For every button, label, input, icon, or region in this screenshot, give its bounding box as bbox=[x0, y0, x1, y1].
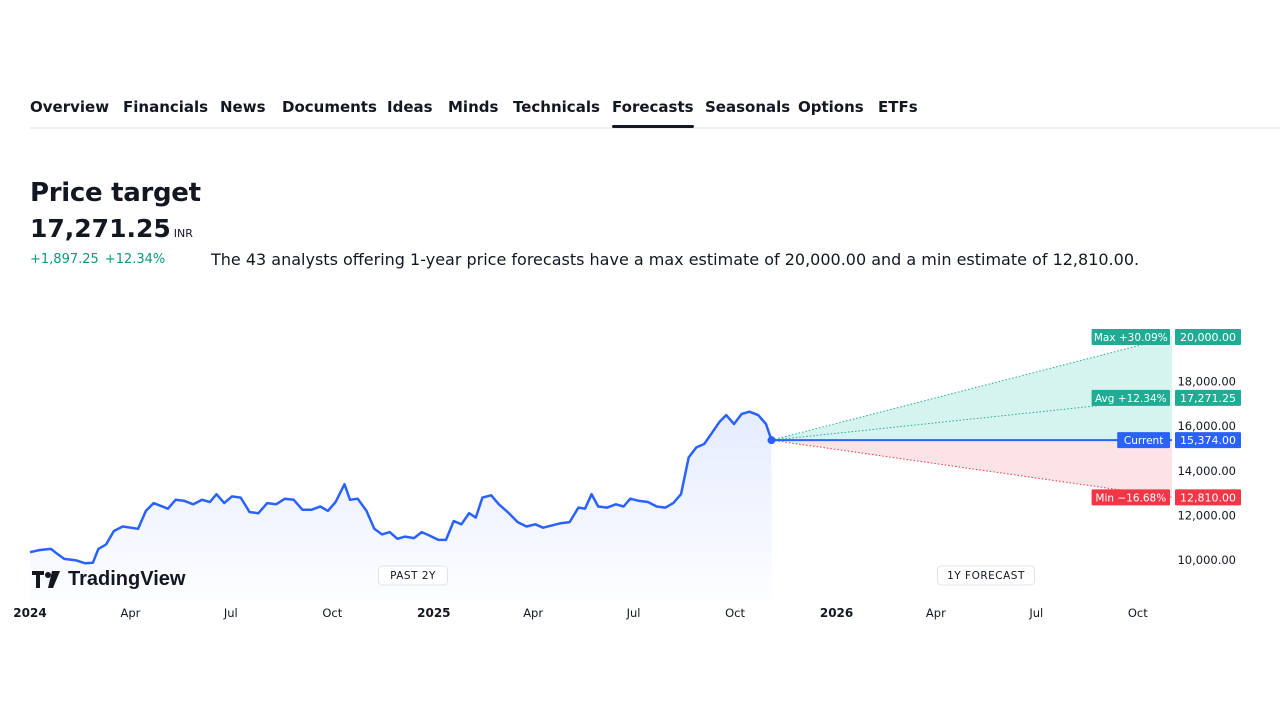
avg-estimate-value-text: 17,271.25 bbox=[1180, 392, 1236, 405]
forecast-period-label bbox=[937, 565, 1035, 586]
forecast-upside-area bbox=[771, 337, 1172, 441]
avg-estimate-tag-text: Avg +12.34% bbox=[1095, 393, 1167, 405]
max-estimate-tag-text: Max +30.09% bbox=[1094, 332, 1168, 344]
y-axis-tick-label: 18,000.00 bbox=[1177, 375, 1236, 389]
x-axis-tick-label: Jul bbox=[1028, 606, 1043, 620]
x-axis-tick-label: 2024 bbox=[13, 606, 46, 620]
x-axis-tick-label: Apr bbox=[523, 606, 543, 620]
tab-minds[interactable]: Minds bbox=[448, 98, 499, 116]
currency-label: INR bbox=[173, 227, 193, 240]
forecast-period-label-text: 1Y FORECAST bbox=[947, 570, 1025, 582]
x-axis-tick-label: Oct bbox=[322, 606, 342, 620]
x-axis-tick-label: 2026 bbox=[820, 606, 853, 620]
forecast-max-line bbox=[771, 336, 1173, 441]
y-axis-tick-label: 12,000.00 bbox=[1177, 508, 1236, 522]
tradingview-logo-text: TradingView bbox=[68, 568, 186, 590]
tab-options[interactable]: Options bbox=[798, 98, 864, 116]
current-price-tag bbox=[1117, 432, 1170, 449]
tab-forecasts[interactable]: Forecasts bbox=[612, 98, 694, 128]
price-history-line bbox=[29, 410, 773, 565]
y-axis-tick-label: 14,000.00 bbox=[1177, 464, 1236, 478]
tab-bar: Overview Financials News Documents Ideas… bbox=[0, 98, 1280, 130]
x-axis-tick-label: Oct bbox=[725, 606, 745, 620]
max-estimate-value-text: 20,000.00 bbox=[1180, 331, 1236, 344]
change-percent: +12.34% bbox=[104, 252, 166, 267]
min-estimate-value-box bbox=[1175, 489, 1241, 506]
min-estimate-value-text: 12,810.00 bbox=[1180, 491, 1236, 504]
price-history-area bbox=[30, 411, 772, 600]
avg-estimate-tag bbox=[1091, 389, 1170, 406]
tab-documents[interactable]: Documents bbox=[282, 98, 377, 116]
tab-technicals[interactable]: Technicals bbox=[513, 98, 600, 116]
x-axis-tick-label: Jul bbox=[626, 606, 641, 620]
x-axis-tick-label: Jul bbox=[223, 606, 238, 620]
min-estimate-tag bbox=[1091, 489, 1170, 506]
tab-news[interactable]: News bbox=[220, 98, 266, 116]
price-value: 17,271.25 bbox=[30, 214, 171, 243]
forecast-downside-area bbox=[771, 440, 1172, 498]
analyst-summary: The 43 analysts offering 1-year price fo… bbox=[211, 250, 1140, 269]
active-tab-indicator bbox=[612, 125, 694, 128]
y-axis-tick-label: 16,000.00 bbox=[1177, 419, 1236, 433]
max-estimate-tag bbox=[1091, 329, 1170, 345]
x-axis-tick-label: Oct bbox=[1128, 606, 1148, 620]
page-title: Price target bbox=[30, 178, 201, 208]
tab-financials[interactable]: Financials bbox=[123, 98, 209, 116]
max-estimate-value-box bbox=[1175, 329, 1241, 345]
price-forecast-chart: 18,000.00 16,000.00 14,000.00 12,000.00 10,0… bbox=[13, 329, 1241, 620]
tab-ideas[interactable]: Ideas bbox=[387, 98, 433, 116]
current-price-tag-text: Current bbox=[1124, 435, 1163, 447]
tab-overview[interactable]: Overview bbox=[30, 98, 110, 116]
x-axis-tick-label: Apr bbox=[926, 606, 946, 620]
y-axis-tick-label: 10,000.00 bbox=[1177, 553, 1236, 567]
tab-bar-divider bbox=[30, 127, 1280, 129]
tab-etfs[interactable]: ETFs bbox=[878, 98, 918, 116]
x-axis-tick-label: Apr bbox=[120, 606, 140, 620]
current-price-value-box bbox=[1175, 432, 1241, 449]
change-absolute: +1,897.25 bbox=[30, 252, 99, 267]
price-change: +1,897.25 +12.34% bbox=[30, 252, 165, 267]
price-target-value: 17,271.25 INR bbox=[30, 214, 193, 243]
forecast-min-line bbox=[771, 439, 1173, 498]
past-period-label bbox=[378, 565, 448, 586]
min-estimate-tag-text: Min −16.68% bbox=[1095, 492, 1166, 504]
tradingview-logo: TradingView bbox=[32, 568, 185, 591]
forecast-avg-line bbox=[771, 397, 1173, 441]
tab-seasonals[interactable]: Seasonals bbox=[705, 98, 791, 116]
past-period-label-text: PAST 2Y bbox=[390, 570, 436, 582]
tradingview-logo-icon bbox=[32, 570, 60, 588]
avg-estimate-value-box bbox=[1175, 389, 1241, 406]
current-price-value-text: 15,374.00 bbox=[1180, 434, 1236, 447]
current-price-dot bbox=[767, 436, 776, 445]
x-axis-tick-label: 2025 bbox=[417, 606, 450, 620]
